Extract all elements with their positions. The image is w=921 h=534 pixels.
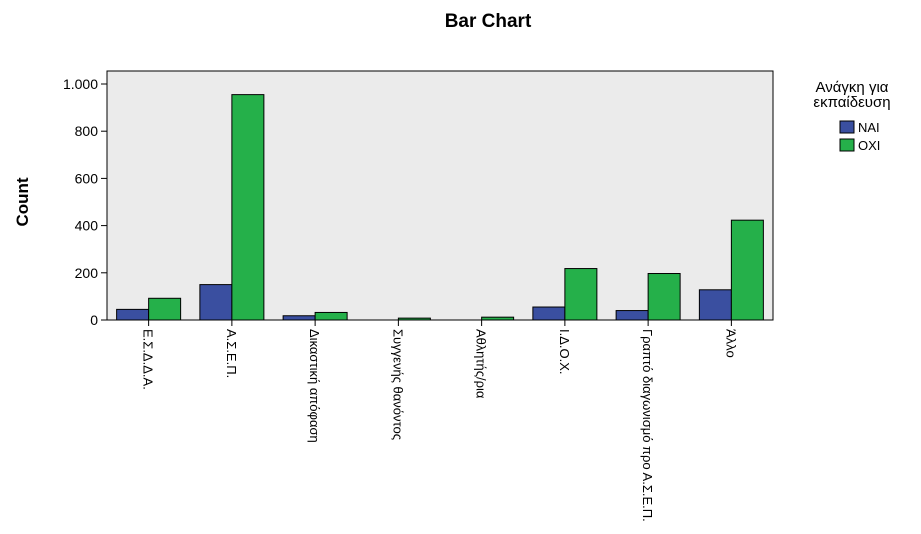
x-tick-label: Ι.Δ.Ο.Χ. bbox=[557, 329, 572, 375]
bar-oxi-1 bbox=[231, 94, 265, 321]
bar-oxi-5 bbox=[564, 268, 598, 321]
x-tick-label: Συγγενής θανόντος bbox=[390, 329, 405, 440]
x-tick-label: Α.Σ.Ε.Π. bbox=[224, 329, 239, 378]
x-tick-label: Γραπτό διαγωνισμό προ Α.Σ.Ε.Π. bbox=[640, 329, 655, 522]
x-tick-label: Δικαστική απόφαση bbox=[307, 329, 322, 443]
y-tick-label: 800 bbox=[75, 123, 99, 139]
bar-nai-6 bbox=[615, 310, 649, 321]
y-axis-label: Count bbox=[13, 177, 32, 226]
y-tick-label: 400 bbox=[75, 218, 99, 234]
x-tick-label: Άλλο bbox=[723, 329, 738, 358]
bar-oxi-7 bbox=[730, 219, 764, 321]
bar-nai-0 bbox=[116, 308, 150, 321]
legend-label-nai: ΝΑΙ bbox=[858, 120, 880, 135]
legend-swatch-oxi bbox=[839, 138, 855, 152]
legend-swatch-nai bbox=[839, 120, 855, 134]
bars bbox=[116, 94, 764, 321]
y-tick-label: 600 bbox=[75, 170, 99, 186]
y-axis: 0 200 400 600 800 1.000 bbox=[63, 76, 107, 328]
x-axis: Ε.Σ.Δ.Δ.Α. Α.Σ.Ε.Π. Δικαστική απόφαση Συγγε… bbox=[141, 320, 738, 522]
y-tick-label: 0 bbox=[90, 312, 98, 328]
legend-label-oxi: ΟΧΙ bbox=[858, 138, 880, 153]
y-tick-label: 1.000 bbox=[63, 76, 98, 92]
bar-nai-5 bbox=[532, 306, 566, 321]
x-tick-label: Ε.Σ.Δ.Δ.Α. bbox=[141, 329, 156, 390]
bar-nai-2 bbox=[282, 315, 316, 321]
bar-nai-1 bbox=[199, 284, 233, 321]
chart-title: Bar Chart bbox=[445, 11, 532, 32]
y-tick-label: 200 bbox=[75, 265, 99, 281]
bar-oxi-3 bbox=[397, 317, 431, 321]
legend: Ανάγκη για εκπαίδευση ΝΑΙ ΟΧΙ bbox=[813, 79, 890, 153]
bar-oxi-2 bbox=[314, 311, 348, 321]
bar-oxi-4 bbox=[481, 316, 515, 321]
bar-nai-7 bbox=[698, 289, 732, 321]
x-tick-label: Αθλητής/ρια bbox=[474, 329, 489, 399]
legend-title: Ανάγκη για εκπαίδευση bbox=[813, 79, 890, 111]
bar-oxi-6 bbox=[647, 273, 681, 321]
bar-oxi-0 bbox=[148, 297, 182, 321]
